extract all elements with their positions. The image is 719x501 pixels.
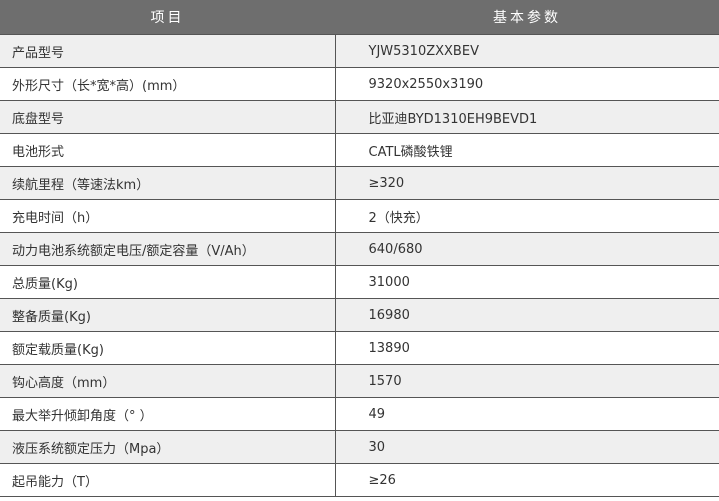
spec-label: 产品型号 xyxy=(0,34,336,68)
table-row: 最大举升倾卸角度（° ） 49 xyxy=(0,397,719,431)
spec-label: 钩心高度（mm） xyxy=(0,364,336,398)
spec-label: 额定载质量(Kg) xyxy=(0,331,336,365)
table-row: 动力电池系统额定电压/额定容量（V/Ah） 640/680 xyxy=(0,232,719,266)
spec-label: 电池形式 xyxy=(0,133,336,167)
header-param: 基本参数 xyxy=(335,0,719,35)
table-row: 总质量(Kg) 31000 xyxy=(0,265,719,299)
spec-value: 1570 xyxy=(335,364,719,398)
spec-value: YJW5310ZXXBEV xyxy=(335,34,719,68)
spec-value: 31000 xyxy=(335,265,719,299)
spec-value: 9320x2550x3190 xyxy=(335,67,719,101)
spec-value: 640/680 xyxy=(335,232,719,266)
spec-value: ≥26 xyxy=(335,463,719,497)
header-item: 项目 xyxy=(0,0,335,35)
table-row: 续航里程（等速法km） ≥320 xyxy=(0,166,719,200)
spec-value: 49 xyxy=(335,397,719,431)
spec-value: 13890 xyxy=(335,331,719,365)
table-row: 充电时间（h） 2（快充） xyxy=(0,199,719,233)
spec-body: 产品型号 YJW5310ZXXBEV 外形尺寸（长*宽*高）(mm） 9320x255… xyxy=(0,34,719,497)
spec-label: 最大举升倾卸角度（° ） xyxy=(0,397,336,431)
spec-value: 30 xyxy=(335,430,719,464)
table-row: 外形尺寸（长*宽*高）(mm） 9320x2550x3190 xyxy=(0,67,719,101)
table-row: 额定载质量(Kg) 13890 xyxy=(0,331,719,365)
table-row: 整备质量(Kg) 16980 xyxy=(0,298,719,332)
table-row: 电池形式 CATL磷酸铁锂 xyxy=(0,133,719,167)
spec-label: 整备质量(Kg) xyxy=(0,298,336,332)
spec-value: ≥320 xyxy=(335,166,719,200)
spec-label: 外形尺寸（长*宽*高）(mm） xyxy=(0,67,336,101)
spec-label: 总质量(Kg) xyxy=(0,265,336,299)
spec-label: 动力电池系统额定电压/额定容量（V/Ah） xyxy=(0,232,336,266)
spec-label: 充电时间（h） xyxy=(0,199,336,233)
spec-value: CATL磷酸铁锂 xyxy=(335,133,719,167)
table-row: 起吊能力（T） ≥26 xyxy=(0,463,719,497)
spec-label: 底盘型号 xyxy=(0,100,336,134)
spec-label: 起吊能力（T） xyxy=(0,463,336,497)
spec-value: 2（快充） xyxy=(335,199,719,233)
table-row: 液压系统额定压力（Mpa） 30 xyxy=(0,430,719,464)
header-row: 项目 基本参数 xyxy=(0,0,719,35)
spec-value: 比亚迪BYD1310EH9BEVD1 xyxy=(335,100,719,134)
table-row: 产品型号 YJW5310ZXXBEV xyxy=(0,34,719,68)
spec-value: 16980 xyxy=(335,298,719,332)
spec-label: 液压系统额定压力（Mpa） xyxy=(0,430,336,464)
spec-label: 续航里程（等速法km） xyxy=(0,166,336,200)
table-row: 钩心高度（mm） 1570 xyxy=(0,364,719,398)
table-row: 底盘型号 比亚迪BYD1310EH9BEVD1 xyxy=(0,100,719,134)
